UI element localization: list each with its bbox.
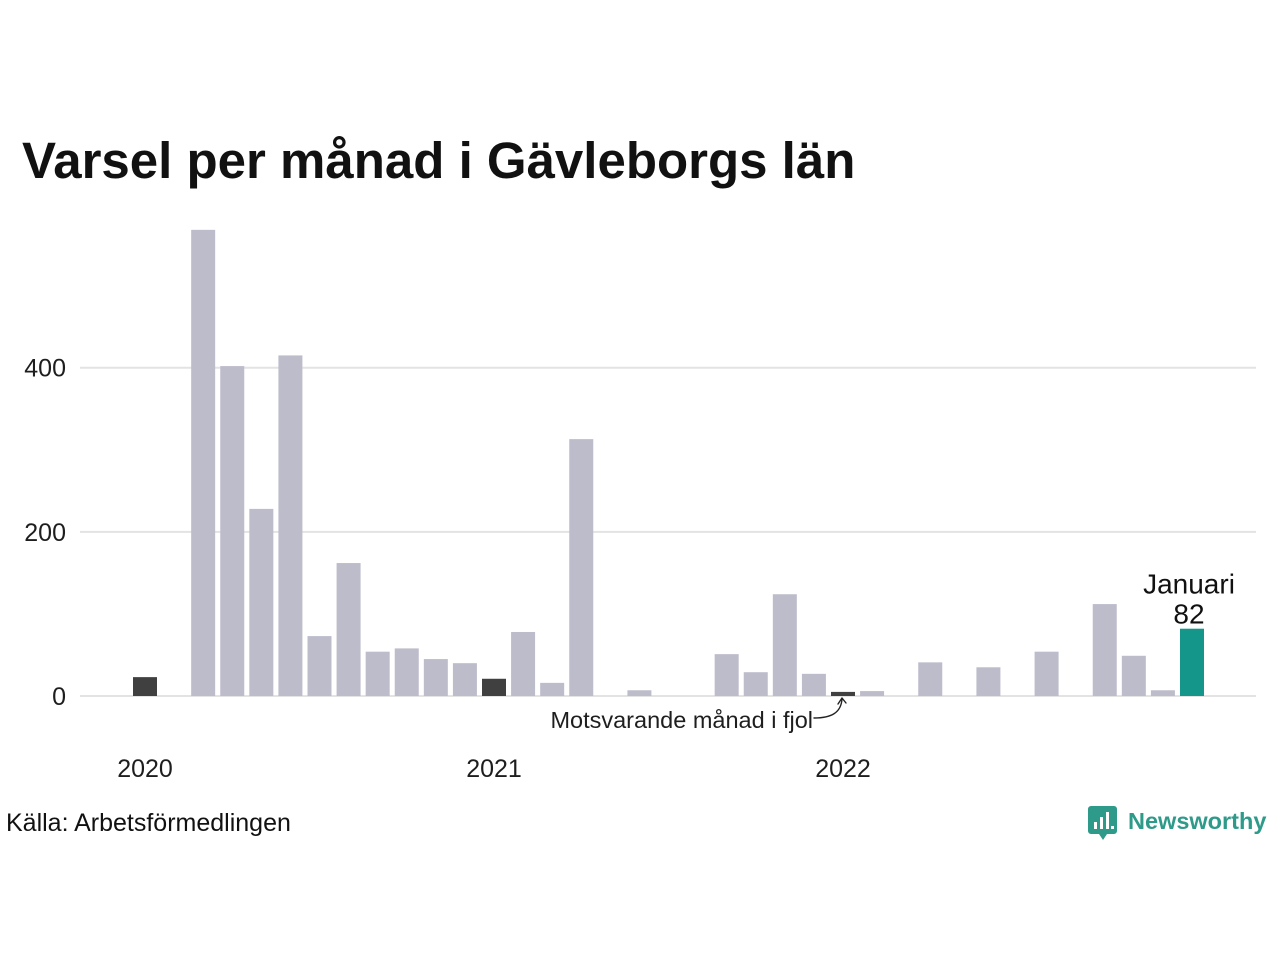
bar-2021-03 bbox=[540, 682, 565, 696]
bar-2021-11 bbox=[772, 594, 797, 696]
annotation: Motsvarande månad i fjol bbox=[550, 697, 847, 733]
bar-2021-12 bbox=[801, 673, 826, 696]
bars bbox=[133, 229, 1204, 697]
annotation-text: Motsvarande månad i fjol bbox=[550, 707, 813, 733]
bar-2021-01 bbox=[482, 678, 506, 696]
highlight-label: Januari 82 bbox=[1143, 569, 1235, 630]
bar-2022-02 bbox=[860, 691, 885, 696]
bar-2020-09 bbox=[365, 651, 390, 696]
bar-2021-06 bbox=[627, 690, 652, 696]
newsworthy-logo: Newsworthy bbox=[1088, 806, 1266, 840]
bar-2022-12 bbox=[1150, 690, 1175, 696]
y-tick-label: 200 bbox=[24, 519, 66, 547]
bar-2022-08 bbox=[1034, 651, 1059, 696]
y-axis: 0 200 400 bbox=[24, 355, 66, 711]
y-tick-label: 0 bbox=[52, 683, 66, 711]
bar-2022-06 bbox=[976, 667, 1001, 696]
bar-2020-10 bbox=[394, 648, 419, 696]
highlight-month-label: Januari bbox=[1143, 569, 1235, 600]
x-tick-label: 2022 bbox=[815, 755, 871, 783]
bar-2021-02 bbox=[511, 631, 536, 696]
highlight-value-label: 82 bbox=[1173, 599, 1204, 630]
bar-2020-12 bbox=[452, 663, 477, 696]
bar-2020-07 bbox=[307, 636, 332, 696]
x-tick-label: 2021 bbox=[466, 755, 522, 783]
bar-2022-01 bbox=[831, 691, 855, 696]
bar-2020-01 bbox=[133, 677, 157, 696]
bar-2021-10 bbox=[743, 672, 768, 696]
bar-2023-01 bbox=[1180, 628, 1204, 696]
bar-2022-11 bbox=[1121, 655, 1146, 696]
bar-2022-04 bbox=[918, 662, 943, 696]
source-text: Källa: Arbetsförmedlingen bbox=[6, 809, 291, 837]
bar-2022-10 bbox=[1092, 604, 1117, 696]
bar-2020-03 bbox=[191, 229, 216, 697]
y-tick-label: 400 bbox=[24, 355, 66, 383]
gridlines bbox=[80, 366, 1256, 697]
bar-2020-04 bbox=[220, 366, 245, 696]
bar-2021-04 bbox=[569, 439, 594, 696]
annotation-arrow bbox=[813, 697, 847, 719]
chart-title: Varsel per månad i Gävleborgs län bbox=[22, 132, 855, 189]
x-axis: 2020 2021 2022 bbox=[117, 755, 871, 783]
bar-2020-08 bbox=[336, 563, 361, 696]
x-tick-label: 2020 bbox=[117, 755, 173, 783]
bar-2020-05 bbox=[249, 508, 274, 696]
bar-2020-11 bbox=[423, 659, 448, 696]
bar-2021-09 bbox=[714, 654, 739, 696]
bar-2020-06 bbox=[278, 355, 303, 696]
logo-text: Newsworthy bbox=[1128, 808, 1266, 834]
newsworthy-chart-bubble-icon bbox=[1088, 806, 1117, 840]
